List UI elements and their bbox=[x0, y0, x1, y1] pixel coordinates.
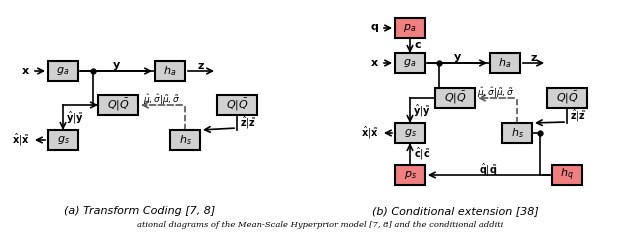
Text: $\mathbf{x}$: $\mathbf{x}$ bbox=[21, 66, 30, 76]
Text: $\mathbf{y}$: $\mathbf{y}$ bbox=[453, 52, 462, 64]
Text: $\hat{\mathbf{x}}|\tilde{\mathbf{x}}$: $\hat{\mathbf{x}}|\tilde{\mathbf{x}}$ bbox=[12, 132, 30, 148]
Text: $Q|\bar{Q}$: $Q|\bar{Q}$ bbox=[444, 90, 467, 106]
FancyBboxPatch shape bbox=[435, 88, 475, 108]
FancyBboxPatch shape bbox=[552, 165, 582, 185]
Text: $g_a$: $g_a$ bbox=[56, 65, 70, 77]
FancyBboxPatch shape bbox=[395, 53, 425, 73]
Text: $p_s$: $p_s$ bbox=[403, 169, 417, 181]
Text: $h_a$: $h_a$ bbox=[163, 64, 177, 78]
Text: $p_a$: $p_a$ bbox=[403, 22, 417, 34]
Text: (b) Conditional extension [38]: (b) Conditional extension [38] bbox=[372, 206, 538, 216]
Text: $h_a$: $h_a$ bbox=[499, 56, 511, 70]
FancyBboxPatch shape bbox=[395, 165, 425, 185]
Text: $\hat{\mathbf{q}}|\tilde{\mathbf{q}}$: $\hat{\mathbf{q}}|\tilde{\mathbf{q}}$ bbox=[479, 162, 498, 178]
Text: $\hat{\mu},\hat{\sigma}|\tilde{\mu},\tilde{\sigma}$: $\hat{\mu},\hat{\sigma}|\tilde{\mu},\til… bbox=[477, 86, 515, 100]
Text: $\mathbf{z}$: $\mathbf{z}$ bbox=[529, 53, 538, 63]
Text: ational diagrams of the Mean-Scale Hyperprior model [7, 8] and the conditional a: ational diagrams of the Mean-Scale Hyper… bbox=[137, 221, 503, 229]
FancyBboxPatch shape bbox=[395, 18, 425, 38]
Text: $\mathbf{c}$: $\mathbf{c}$ bbox=[414, 41, 422, 51]
Text: $h_q$: $h_q$ bbox=[560, 167, 574, 183]
Text: $h_s$: $h_s$ bbox=[511, 126, 524, 140]
FancyBboxPatch shape bbox=[502, 123, 532, 143]
FancyBboxPatch shape bbox=[170, 130, 200, 150]
FancyBboxPatch shape bbox=[395, 123, 425, 143]
Text: $Q|\bar{Q}$: $Q|\bar{Q}$ bbox=[107, 97, 129, 113]
FancyBboxPatch shape bbox=[48, 61, 78, 81]
Text: $Q|\bar{Q}$: $Q|\bar{Q}$ bbox=[225, 97, 248, 113]
Text: $\mathbf{y}$: $\mathbf{y}$ bbox=[112, 60, 121, 72]
Text: $g_a$: $g_a$ bbox=[403, 57, 417, 69]
FancyBboxPatch shape bbox=[217, 95, 257, 115]
Text: $\hat{\mathbf{x}}|\tilde{\mathbf{x}}$: $\hat{\mathbf{x}}|\tilde{\mathbf{x}}$ bbox=[362, 125, 379, 141]
FancyBboxPatch shape bbox=[490, 53, 520, 73]
FancyBboxPatch shape bbox=[155, 61, 185, 81]
Text: $\mathbf{z}$: $\mathbf{z}$ bbox=[197, 61, 205, 71]
Text: $\hat{\mathbf{z}}|\tilde{\mathbf{z}}$: $\hat{\mathbf{z}}|\tilde{\mathbf{z}}$ bbox=[570, 107, 586, 124]
Text: (a) Transform Coding [7, 8]: (a) Transform Coding [7, 8] bbox=[65, 206, 216, 216]
Text: $\hat{\mathbf{c}}|\tilde{\mathbf{c}}$: $\hat{\mathbf{c}}|\tilde{\mathbf{c}}$ bbox=[414, 146, 431, 162]
Text: $Q|\bar{Q}$: $Q|\bar{Q}$ bbox=[556, 90, 579, 106]
FancyBboxPatch shape bbox=[48, 130, 78, 150]
Text: $\hat{\mathbf{z}}|\tilde{\mathbf{z}}$: $\hat{\mathbf{z}}|\tilde{\mathbf{z}}$ bbox=[240, 114, 257, 131]
Text: $h_s$: $h_s$ bbox=[179, 133, 191, 147]
Text: $g_s$: $g_s$ bbox=[404, 127, 417, 139]
Text: $\hat{\mathbf{y}}|\tilde{\mathbf{y}}$: $\hat{\mathbf{y}}|\tilde{\mathbf{y}}$ bbox=[66, 109, 84, 126]
Text: $\mathbf{q}$: $\mathbf{q}$ bbox=[370, 22, 379, 34]
Text: $\hat{\mathbf{y}}|\tilde{\mathbf{y}}$: $\hat{\mathbf{y}}|\tilde{\mathbf{y}}$ bbox=[413, 102, 431, 119]
Text: $\hat{\mu},\hat{\sigma}|\tilde{\mu},\tilde{\sigma}$: $\hat{\mu},\hat{\sigma}|\tilde{\mu},\til… bbox=[143, 93, 180, 107]
FancyBboxPatch shape bbox=[98, 95, 138, 115]
FancyBboxPatch shape bbox=[547, 88, 587, 108]
Text: $g_s$: $g_s$ bbox=[56, 134, 70, 146]
Text: $\mathbf{x}$: $\mathbf{x}$ bbox=[370, 58, 379, 68]
